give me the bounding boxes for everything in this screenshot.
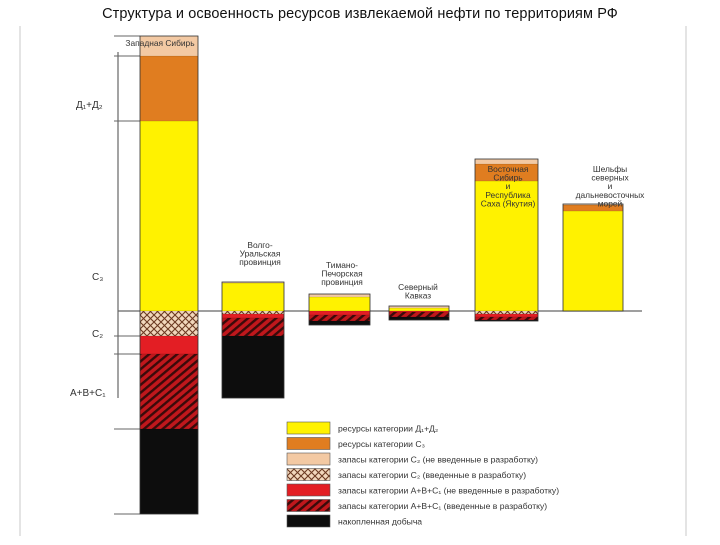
bar-segment-c3-0 — [139, 55, 199, 122]
bar-outline-3 — [388, 305, 450, 321]
category-label-2: Тимано-Печорская провинция — [321, 260, 363, 287]
category-label-line: Шельфы — [593, 164, 627, 174]
bar-segment-nakop-0 — [139, 428, 199, 515]
bar-segment-abc1_ne-1 — [221, 313, 285, 319]
bar-segment-c2_vv-4 — [474, 310, 539, 315]
legend-label-abc1_vv: запасы категории А+В+С₁ (введенные в раз… — [338, 501, 547, 511]
category-label-line: Сибирь — [493, 173, 523, 183]
category-label-3: Северный Кавказ — [398, 282, 438, 301]
bar-segment-d1d2-1 — [221, 282, 285, 312]
legend-swatch-nakop — [286, 514, 331, 528]
bar-segment-abc1_vv-0 — [139, 353, 199, 430]
category-label-line: провинция — [239, 257, 281, 267]
category-label-line: Восточная — [488, 164, 529, 174]
category-label-line: Уральская — [240, 249, 281, 259]
legend-swatch-c2_vv — [286, 468, 331, 481]
bar-segment-d1d2-4 — [474, 180, 539, 312]
legend-swatch-c2_ne — [286, 452, 331, 466]
bar-segment-d1d2-0 — [139, 120, 199, 312]
bar-segment-c2_ne-2 — [308, 293, 371, 298]
legend-label-c2_vv: запасы категории С₂ (введенные в разрабо… — [338, 470, 526, 480]
category-label-line: Тимано- — [326, 260, 358, 270]
legend-label-c3: ресурсы категории С₃ — [338, 439, 426, 449]
category-label-line: провинция — [321, 277, 363, 287]
category-label-line: и — [506, 181, 511, 191]
category-label-line: дальневосточных — [576, 190, 646, 200]
bar-outline-1 — [221, 281, 285, 399]
bar-segment-d1d2-2 — [308, 296, 371, 312]
legend-swatch-c3 — [286, 437, 331, 450]
category-label-1: Волго-Уральская провинция — [239, 240, 281, 267]
category-label-line: Печорская — [321, 269, 362, 279]
category-label-line: Кавказ — [405, 291, 431, 301]
bar-segment-d1d2-3 — [388, 307, 450, 312]
axis-annotation-0: Д₁+Д₂ — [76, 100, 103, 111]
legend-label-nakop: накопленная добыча — [338, 517, 422, 527]
axis-annotation-3: А+В+С₁ — [70, 388, 106, 399]
bar-segment-d1d2-5 — [562, 210, 624, 312]
bar-outline-2 — [308, 293, 371, 326]
bar-outline-0 — [139, 35, 199, 515]
chart-title: Структура и освоенность ресурсов извлека… — [102, 6, 618, 22]
category-label-line: Волго- — [247, 240, 272, 250]
legend-label-c2_ne: запасы категории С₂ (не введенные в разр… — [338, 455, 538, 465]
bar-segment-nakop-1 — [221, 335, 285, 399]
category-label-line: северных — [591, 173, 629, 183]
category-label-4: Восточная Сибирь и Республика Саха (Якутия) — [481, 164, 536, 208]
legend-swatch-d1d2 — [286, 421, 331, 435]
axis-annotation-2: С₂ — [92, 329, 103, 340]
bar-segment-c2_vv-0 — [139, 310, 199, 337]
bar-segment-c2_vv-1 — [221, 310, 285, 315]
bar-segment-abc1_vv-1 — [221, 317, 285, 337]
legend-label-d1d2: ресурсы категории Д₁+Д₂ — [338, 424, 438, 434]
bar-segment-abc1_vv-4 — [474, 316, 539, 321]
category-label-line: морей — [598, 198, 623, 208]
bar-segment-nakop-2 — [308, 320, 371, 326]
bar-outline-4 — [474, 158, 539, 322]
category-label-line: и — [608, 181, 613, 191]
axis-annotation-1: С₃ — [92, 272, 103, 283]
bar-segment-abc1_ne-0 — [139, 335, 199, 355]
legend-swatch-abc1_ne — [286, 483, 331, 497]
category-label-line: Северный — [398, 282, 438, 292]
category-label-0: Западная Сибирь — [125, 38, 195, 48]
category-label-5: Шельфы северных и дальневосточных морей — [576, 164, 646, 208]
bar-segment-abc1_vv-3 — [388, 311, 450, 318]
bar-segment-abc1_vv-2 — [308, 314, 371, 322]
bar-segment-abc1_ne-4 — [474, 313, 539, 318]
category-label-line: Саха (Якутия) — [481, 198, 536, 208]
legend-label-abc1_ne: запасы категории А+В+С₁ (не введенные в … — [338, 486, 559, 496]
bar-outline-5 — [562, 203, 624, 312]
legend-swatch-abc1_vv — [286, 499, 331, 512]
category-label-line: Республика — [485, 190, 531, 200]
bar-segment-abc1_ne-2 — [308, 310, 371, 316]
category-label-line: Западная Сибирь — [125, 38, 195, 48]
bar-segment-nakop-3 — [388, 316, 450, 321]
